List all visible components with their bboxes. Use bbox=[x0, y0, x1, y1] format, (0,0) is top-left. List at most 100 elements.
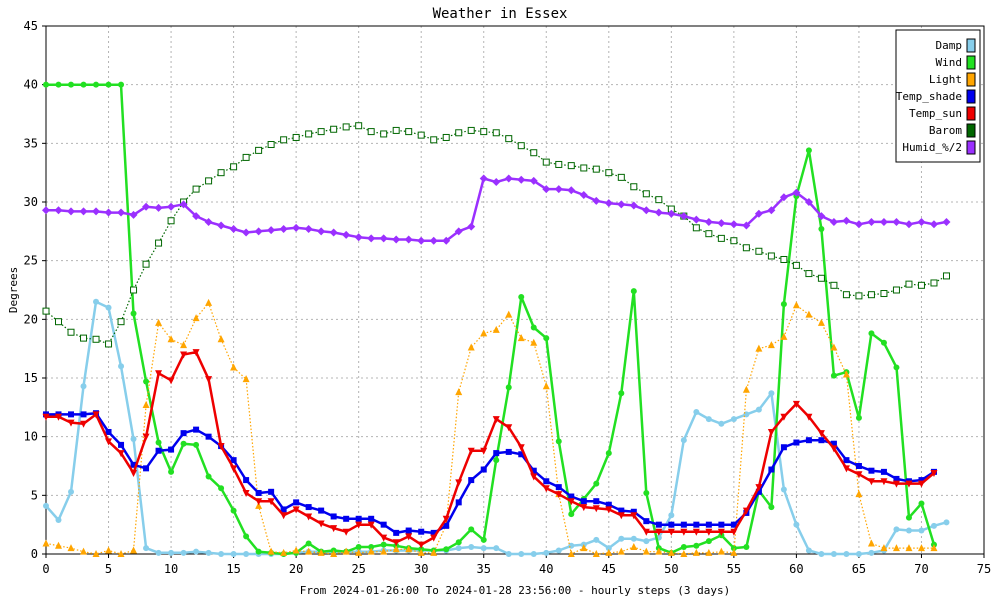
data-point bbox=[179, 200, 188, 209]
data-point bbox=[318, 507, 325, 514]
data-point bbox=[555, 438, 562, 445]
data-point bbox=[905, 544, 913, 552]
data-point bbox=[705, 548, 713, 556]
data-point bbox=[729, 220, 738, 229]
data-point bbox=[167, 377, 175, 385]
data-point bbox=[580, 504, 588, 512]
data-point bbox=[268, 488, 275, 495]
data-point bbox=[493, 450, 500, 457]
data-point bbox=[555, 491, 563, 499]
data-point bbox=[880, 290, 888, 298]
data-point bbox=[93, 81, 100, 88]
data-point bbox=[42, 539, 50, 547]
data-point bbox=[680, 437, 687, 444]
y-tick-label: 10 bbox=[24, 430, 38, 444]
data-point bbox=[842, 216, 851, 225]
y-tick-label: 0 bbox=[31, 547, 38, 561]
data-point bbox=[730, 237, 738, 245]
data-point bbox=[243, 477, 250, 484]
legend-label: Damp bbox=[936, 39, 963, 52]
data-point bbox=[193, 548, 200, 555]
data-point bbox=[80, 383, 87, 390]
data-point bbox=[742, 244, 750, 252]
series-barom bbox=[42, 122, 950, 348]
data-point bbox=[67, 207, 76, 216]
x-tick-label: 50 bbox=[664, 562, 678, 576]
data-point bbox=[542, 485, 550, 493]
data-point bbox=[429, 236, 438, 245]
data-point bbox=[292, 223, 301, 232]
data-point bbox=[817, 212, 826, 221]
data-point bbox=[893, 475, 900, 482]
data-point bbox=[693, 521, 700, 528]
data-point bbox=[580, 498, 587, 505]
data-point bbox=[830, 281, 838, 289]
data-point bbox=[342, 547, 350, 555]
data-point bbox=[767, 252, 775, 260]
data-point bbox=[380, 521, 387, 528]
x-tick-label: 65 bbox=[852, 562, 866, 576]
legend-label: Light bbox=[929, 73, 962, 86]
data-point bbox=[618, 507, 625, 514]
data-point bbox=[405, 545, 413, 553]
data-point bbox=[243, 533, 250, 540]
data-point bbox=[254, 227, 263, 236]
data-point bbox=[717, 528, 725, 536]
data-point bbox=[168, 549, 175, 556]
data-point bbox=[204, 217, 213, 226]
data-point bbox=[155, 439, 162, 446]
data-point bbox=[130, 310, 137, 317]
data-point bbox=[655, 547, 663, 555]
data-point bbox=[492, 178, 501, 187]
data-point bbox=[105, 546, 113, 554]
data-point bbox=[755, 488, 762, 495]
data-point bbox=[104, 208, 113, 217]
data-point bbox=[592, 165, 600, 173]
data-point bbox=[593, 536, 600, 543]
data-point bbox=[442, 236, 451, 245]
data-point bbox=[805, 310, 813, 318]
data-point bbox=[630, 512, 638, 520]
legend-swatch bbox=[966, 123, 976, 138]
data-point bbox=[205, 433, 212, 440]
data-point bbox=[855, 471, 863, 479]
data-point bbox=[617, 173, 625, 181]
data-point bbox=[930, 279, 938, 287]
data-point bbox=[567, 162, 575, 170]
data-point bbox=[668, 512, 675, 519]
data-point bbox=[105, 438, 113, 446]
data-point bbox=[543, 478, 550, 485]
data-point bbox=[43, 502, 49, 509]
data-point bbox=[67, 328, 75, 336]
data-point bbox=[242, 228, 251, 237]
data-point bbox=[905, 480, 913, 488]
x-tick-label: 45 bbox=[602, 562, 616, 576]
data-point bbox=[554, 185, 563, 194]
data-point bbox=[330, 525, 338, 533]
data-point bbox=[468, 543, 475, 550]
data-point bbox=[629, 201, 638, 210]
data-point bbox=[892, 544, 900, 552]
data-point bbox=[780, 486, 787, 493]
data-point bbox=[517, 444, 525, 452]
data-point bbox=[768, 466, 775, 473]
data-point bbox=[643, 518, 650, 525]
data-point bbox=[55, 81, 62, 88]
data-point bbox=[42, 413, 50, 421]
data-point bbox=[880, 339, 887, 346]
data-point bbox=[730, 416, 737, 423]
data-point bbox=[705, 416, 712, 423]
x-tick-label: 40 bbox=[539, 562, 553, 576]
data-point bbox=[854, 220, 863, 229]
data-point bbox=[342, 230, 351, 239]
data-point bbox=[893, 526, 900, 533]
data-point bbox=[317, 520, 325, 528]
data-point bbox=[305, 504, 312, 511]
data-point bbox=[267, 141, 275, 149]
data-point bbox=[167, 202, 176, 211]
data-point bbox=[493, 545, 500, 552]
data-point bbox=[455, 388, 463, 396]
data-point bbox=[755, 247, 763, 255]
data-point bbox=[805, 147, 812, 154]
data-point bbox=[730, 545, 737, 552]
